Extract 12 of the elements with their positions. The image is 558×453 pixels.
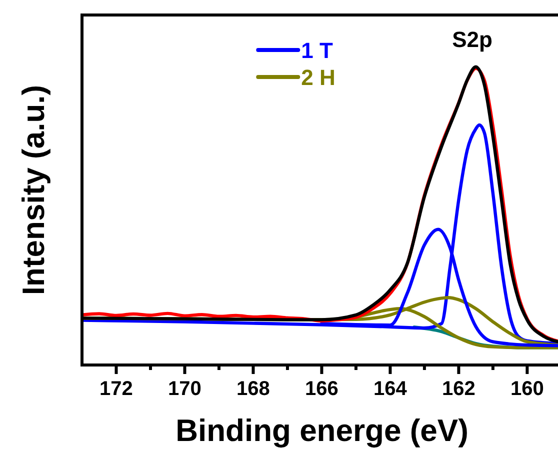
x-tick-label: 164 bbox=[374, 378, 408, 400]
legend-label: 2 H bbox=[301, 65, 336, 90]
x-tick-label: 168 bbox=[236, 378, 270, 400]
x-tick-label: 160 bbox=[510, 378, 544, 400]
x-tick-label: 166 bbox=[305, 378, 338, 400]
x-tick-label: 172 bbox=[100, 378, 133, 400]
x-tick-label: 162 bbox=[442, 378, 476, 400]
y-axis-title: Intensity (a.u.) bbox=[16, 84, 51, 296]
x-tick-label: 170 bbox=[168, 378, 202, 400]
text: S2p bbox=[452, 27, 492, 52]
x-axis-title: Binding energe (eV) bbox=[176, 413, 468, 448]
legend-label: 1 T bbox=[301, 38, 334, 63]
